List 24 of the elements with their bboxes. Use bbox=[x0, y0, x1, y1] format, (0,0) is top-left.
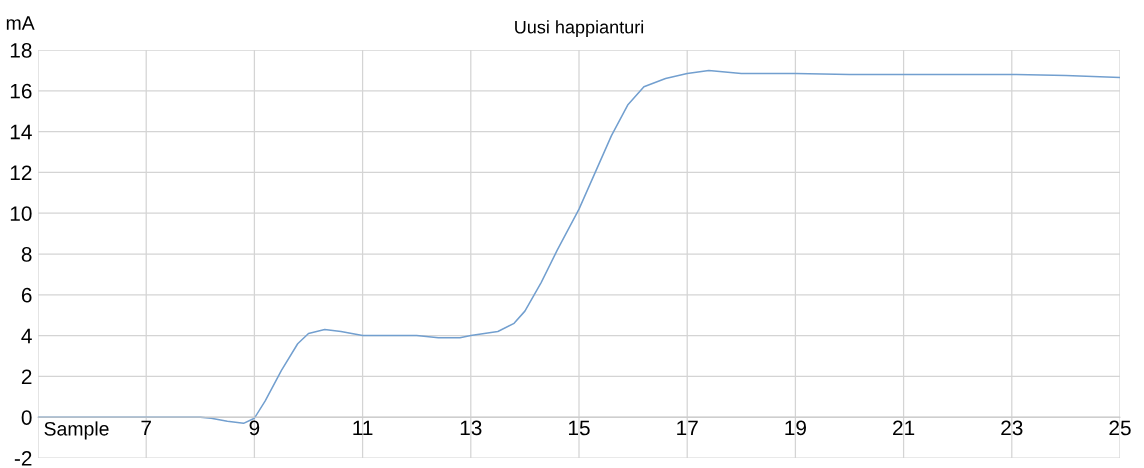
x-tick-label: 7 bbox=[141, 420, 151, 436]
x-tick-label: 11 bbox=[353, 420, 373, 436]
y-tick-label: 4 bbox=[21, 328, 32, 344]
x-tick-label: 13 bbox=[460, 420, 482, 436]
y-tick-label: -2 bbox=[14, 451, 32, 466]
y-tick-label: 12 bbox=[10, 165, 32, 180]
y-tick-label: 6 bbox=[21, 287, 32, 303]
y-tick-label: 0 bbox=[21, 410, 32, 425]
y-tick-label: 16 bbox=[10, 83, 32, 99]
x-tick-label: 9 bbox=[249, 420, 260, 436]
y-tick-label: 10 bbox=[10, 206, 32, 221]
x-tick-label: 19 bbox=[785, 420, 806, 436]
y-axis-title: mA bbox=[6, 16, 35, 30]
x-tick-label: 15 bbox=[569, 420, 590, 436]
y-tick-label: 14 bbox=[10, 124, 32, 140]
x-axis-title: Sample bbox=[44, 421, 109, 440]
y-tick-label: 8 bbox=[21, 247, 32, 262]
chart-title: Uusi happianturi bbox=[515, 20, 644, 38]
x-tick-label: 17 bbox=[677, 420, 698, 436]
y-tick-label: 18 bbox=[10, 43, 32, 58]
x-tick-label: 21 bbox=[893, 420, 915, 436]
x-tick-label: 25 bbox=[1109, 420, 1131, 436]
x-tick-label: 23 bbox=[1001, 420, 1023, 436]
y-tick-label: 2 bbox=[21, 369, 32, 384]
